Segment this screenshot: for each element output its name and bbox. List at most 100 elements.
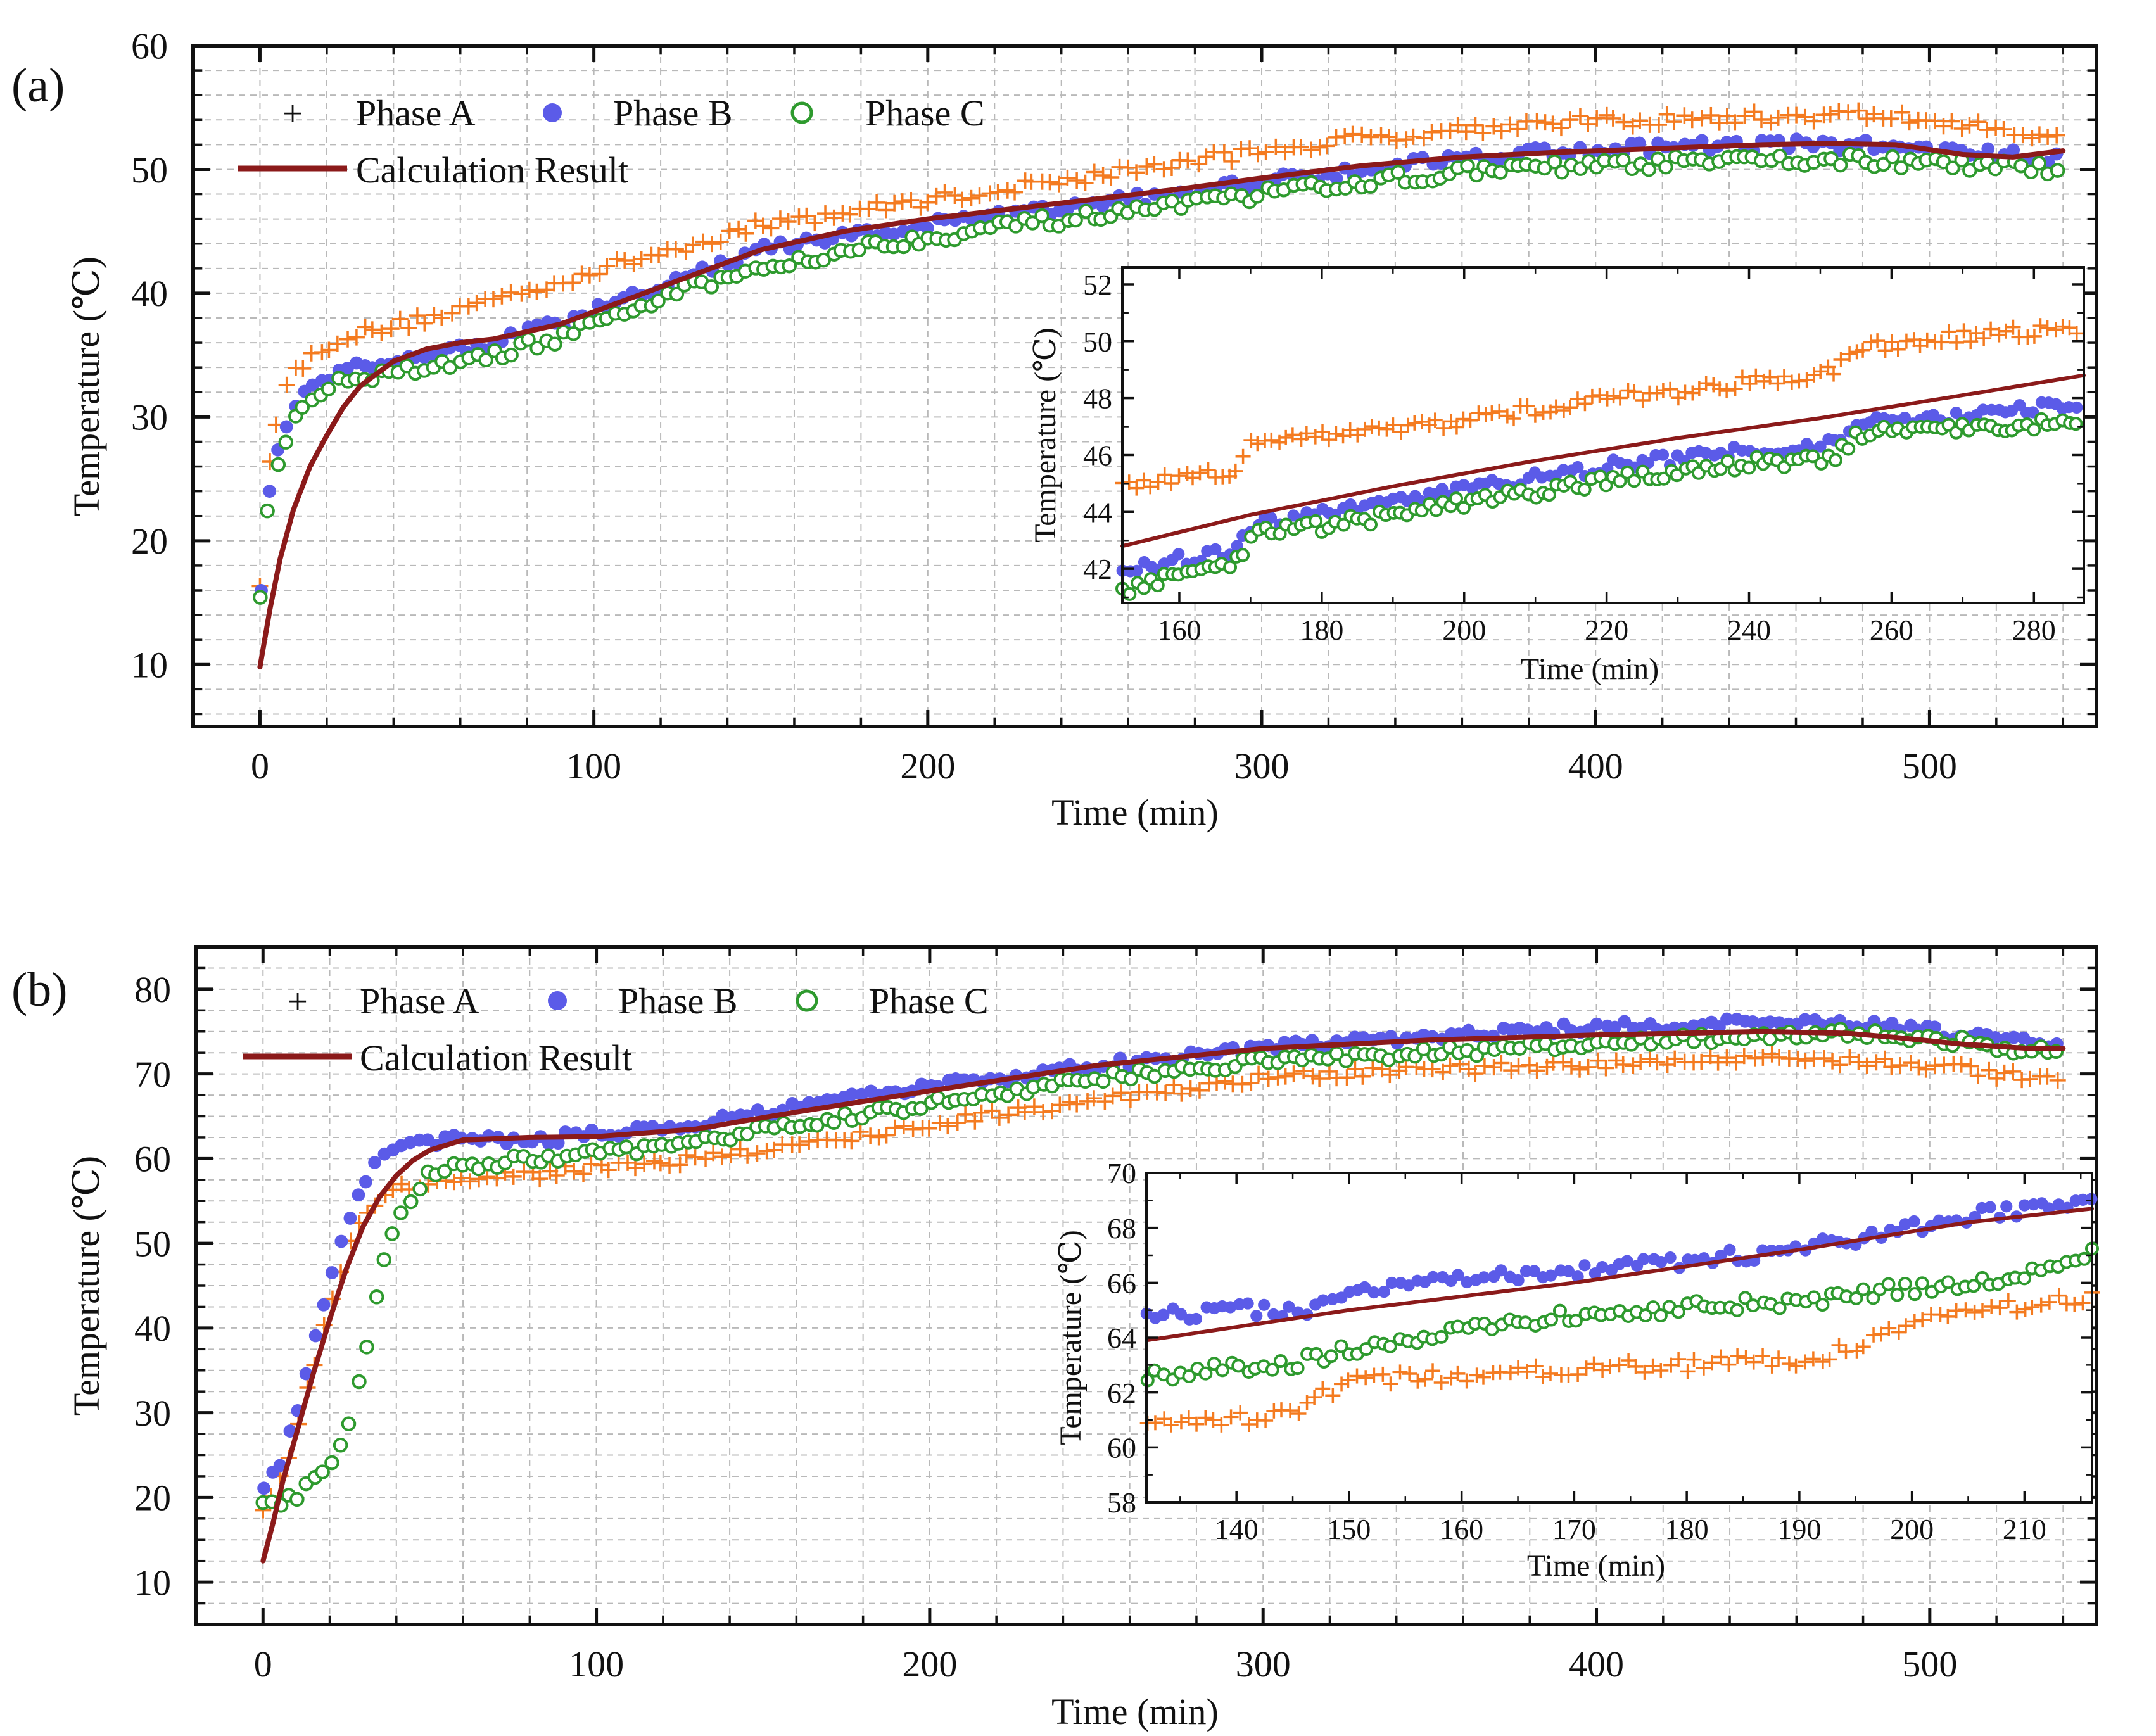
- phase-a-point: [1666, 1050, 1684, 1067]
- phase-b-point: [1478, 1271, 1490, 1284]
- phase-a-point: [1796, 108, 1813, 125]
- phase-a-point: [1276, 144, 1293, 161]
- phase-b-point: [1798, 1013, 1812, 1027]
- phase-a-point: [548, 1167, 565, 1184]
- phase-a-point: [1163, 1417, 1179, 1433]
- phase-a-point: [573, 265, 590, 282]
- phase-a-point: [2041, 1294, 2057, 1310]
- phase-a-point: [1615, 113, 1632, 130]
- phase-b-point: [317, 1298, 331, 1312]
- phase-c-point: [1273, 1353, 1288, 1368]
- phase-a-point: [1398, 131, 1415, 148]
- phase-a-point: [2024, 130, 2041, 147]
- phase-b-point: [1865, 1226, 1878, 1238]
- phase-a-point: [1257, 144, 1274, 161]
- phase-a-point: [1035, 1104, 1052, 1121]
- phase-a-point: [1173, 1414, 1189, 1430]
- phase-c-point: [1150, 578, 1165, 593]
- phase-a-point: [1686, 1352, 1702, 1367]
- phase-a-point: [1181, 1410, 1196, 1426]
- phase-b-point: [1621, 1255, 1633, 1267]
- phase-b-point: [1512, 1274, 1525, 1287]
- phase-a-point: [852, 1124, 869, 1141]
- phase-c-point: [1815, 1298, 1830, 1312]
- legend-phase-a-marker: +: [282, 94, 303, 134]
- phase-c-point: [1034, 208, 1049, 224]
- phase-c-point: [295, 400, 310, 415]
- phase-a-point: [2048, 127, 2065, 144]
- phase-a-point: [919, 194, 936, 211]
- phase-a-point: [444, 305, 461, 322]
- phase-a-point: [1510, 1058, 1527, 1075]
- phase-a-point: [1642, 1050, 1659, 1067]
- phase-b-point: [1908, 1215, 1920, 1228]
- phase-a-point: [1258, 1413, 1274, 1429]
- phase-a-point: [1621, 1353, 1637, 1369]
- x-tick-label: 200: [1442, 614, 1486, 646]
- phase-a-point: [1528, 1358, 1544, 1374]
- phase-a-point: [1826, 366, 1842, 382]
- phase-a-point: [967, 1113, 984, 1130]
- phase-b-point: [1385, 1276, 1398, 1289]
- phase-a-point: [1932, 1307, 1948, 1322]
- phase-a-point: [1917, 1061, 1934, 1078]
- phase-b-point: [1664, 1251, 1677, 1264]
- phase-a-point: [714, 1148, 731, 1165]
- phase-a-point: [1953, 120, 1970, 137]
- phase-a-point: [1663, 381, 1678, 397]
- phase-a-point: [1388, 132, 1405, 149]
- phase-a-point: [946, 187, 963, 205]
- phase-a-point: [652, 1155, 669, 1172]
- phase-a-point: [1877, 343, 1893, 358]
- phase-a-point: [1963, 334, 1979, 350]
- phase-c-point: [260, 503, 275, 519]
- phase-a-point: [383, 320, 400, 338]
- phase-a-point: [1658, 106, 1675, 123]
- phase-a-point: [1449, 117, 1466, 134]
- panel-b-x-axis-label: Time (min): [1051, 1691, 1219, 1732]
- phase-c-point: [1898, 1276, 1912, 1291]
- y-tick-label: 64: [1107, 1322, 1136, 1354]
- phase-a-point: [1357, 421, 1373, 437]
- phase-a-point: [1730, 1348, 1746, 1364]
- panel-a-x-axis-label: Time (min): [1051, 792, 1219, 833]
- phase-c-point: [1537, 160, 1552, 176]
- x-tick-label: 190: [1777, 1513, 1821, 1545]
- phase-a-point: [1956, 323, 1972, 339]
- phase-a-point: [1604, 110, 1621, 127]
- phase-a-point: [1302, 141, 1319, 158]
- phase-a-point: [1179, 152, 1196, 169]
- phase-b-point: [1596, 1260, 1609, 1274]
- phase-a-point: [2000, 1293, 2016, 1308]
- phase-a-point: [1450, 1365, 1466, 1381]
- phase-a-point: [416, 315, 433, 332]
- phase-a-point: [1068, 1096, 1086, 1113]
- panel-a: (a) 0 100 200 300 400 500 10 20 30 40 50 60 + Phase…: [11, 25, 2098, 833]
- phase-a-point: [1544, 115, 1561, 132]
- phase-a-point: [1863, 334, 1879, 350]
- y-tick-label: 10: [134, 1562, 171, 1603]
- phase-a-point: [348, 329, 365, 346]
- panel-a-inset-ticks: 160 180 200 220 240 260 280 42 44 46 48 50 52: [1083, 267, 2084, 646]
- phase-a-point: [817, 205, 834, 222]
- phase-a-point: [1499, 408, 1515, 424]
- phase-c-point: [913, 1101, 929, 1116]
- phase-c-point: [1383, 1339, 1397, 1353]
- phase-a-point: [1595, 1362, 1611, 1378]
- phase-a-point: [1718, 1049, 1735, 1067]
- phase-b-point: [1241, 1297, 1254, 1310]
- phase-a-point: [1870, 333, 1886, 349]
- phase-a-point: [409, 307, 426, 324]
- phase-b-point: [1562, 1265, 1575, 1277]
- panel-b: (b) 0 100 200 300 400 500 10 20 30 40 50 60 70 80 + P…: [11, 945, 2100, 1732]
- phase-b-point: [1329, 172, 1343, 185]
- legend-calc-label: Calculation Result: [360, 1037, 632, 1079]
- x-tick-label: 260: [1870, 614, 1913, 646]
- phase-a-point: [1354, 126, 1371, 143]
- phase-a-point: [843, 1132, 860, 1150]
- phase-b-point: [299, 1367, 313, 1381]
- phase-a-point: [1304, 1068, 1321, 1085]
- phase-c-point: [1893, 160, 1909, 175]
- phase-a-point: [1393, 424, 1409, 440]
